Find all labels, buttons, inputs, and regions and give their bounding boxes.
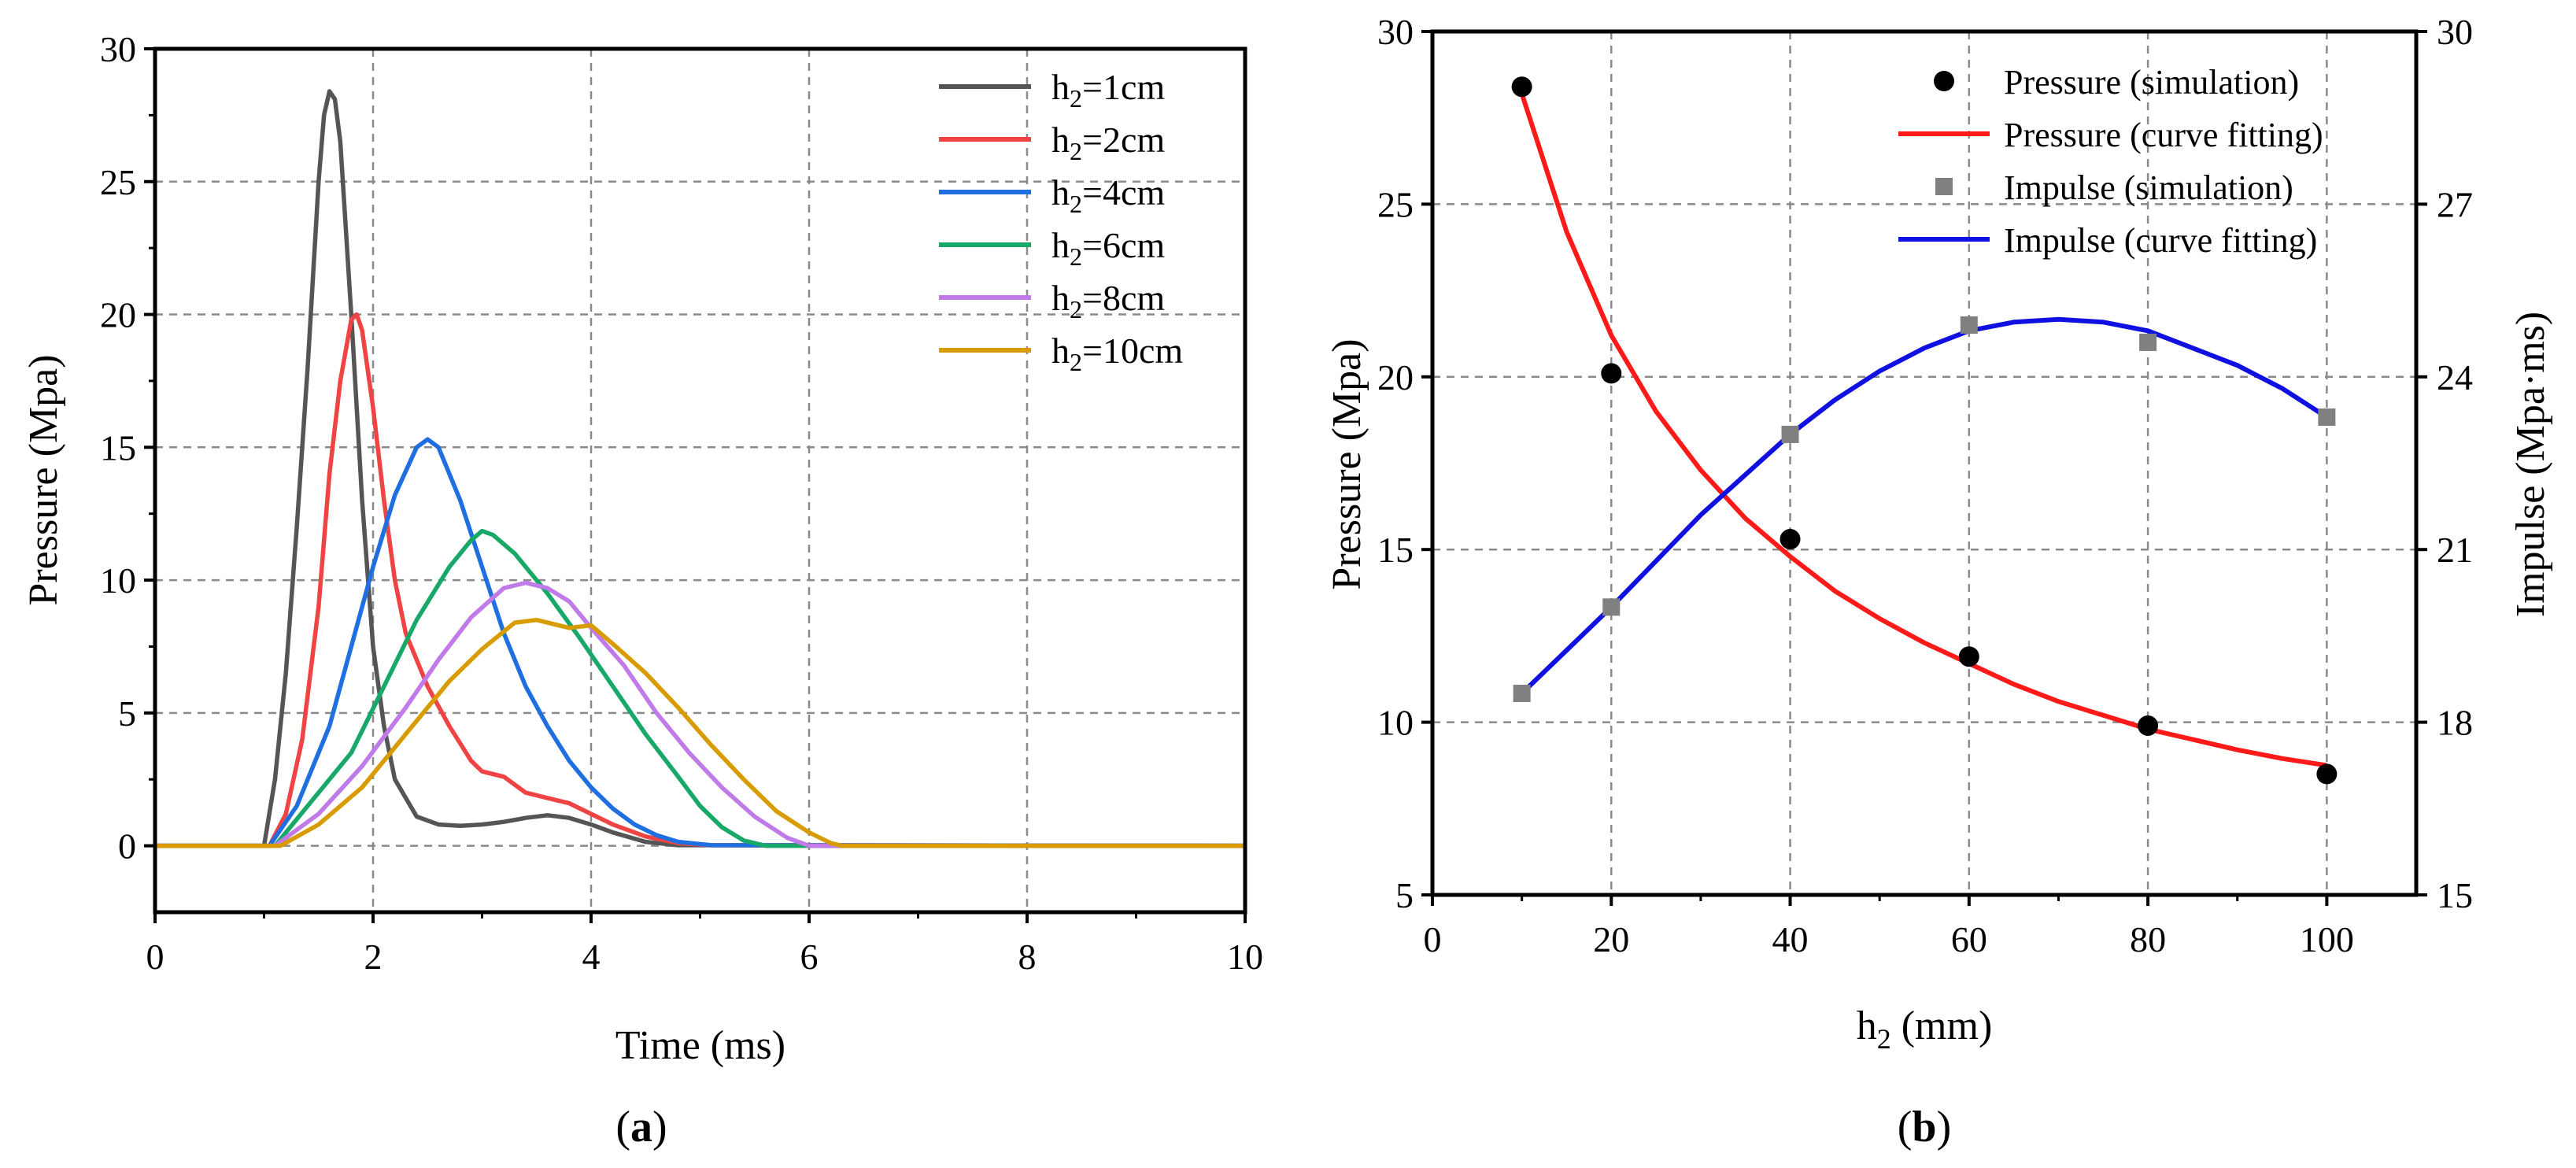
panel-a-y-axis-label: Pressure (Mpa): [21, 354, 66, 605]
panel-b-legend-label: Pressure (simulation): [2004, 63, 2299, 102]
pressure-simulation-point: [1601, 363, 1622, 384]
pressure-simulation-point: [2316, 763, 2338, 785]
panel-b-x-axis-label: h2 (mm): [1857, 1004, 1993, 1055]
panel-b-x-tick-label: 80: [2130, 919, 2166, 959]
panel-b-y2-axis-label: Impulse (Mpa·ms): [2508, 312, 2553, 617]
pressure-simulation-point: [1780, 529, 1801, 550]
panel-b-y2-tick-label: 15: [2437, 875, 2473, 915]
panel-a-x-tick-label: 0: [146, 937, 164, 977]
panel-a-y-tick-label: 10: [100, 560, 136, 601]
panel-b-chart: 0 20 40 60 80 100 5 10 15 20 25 30 15 18 21 24 27 30 Pres…: [1325, 12, 2553, 1151]
panel-b-legend-label: Pressure (curve fitting): [2004, 116, 2323, 154]
panel-a-series-line: [155, 312, 1246, 848]
panel-a-series-line: [155, 528, 1245, 848]
panel-b-y-tick-label: 10: [1377, 703, 1414, 743]
impulse-simulation-point: [1781, 425, 1799, 443]
panel-b-y2-tick-label: 21: [2437, 530, 2473, 570]
panel-b-x-tick-label: 0: [1424, 919, 1442, 959]
panel-a-y-tick-label: 30: [100, 29, 136, 69]
panel-b-plot-frame: [1430, 29, 2419, 897]
panel-a-legend-label: h2=8cm: [1051, 278, 1165, 323]
panel-b-y-tick-label: 15: [1377, 530, 1414, 570]
panel-a-series-line: [155, 437, 1246, 848]
panel-a-label: (a): [615, 1103, 667, 1151]
panel-b-y-tick-label: 25: [1377, 184, 1414, 224]
panel-a-y-tick-label: 20: [100, 295, 136, 335]
panel-b-ticks: 0 20 40 60 80 100 5 10 15 20 25 30 15 18 21 24 27 30: [1377, 12, 2473, 959]
panel-b-series: [1511, 76, 2338, 785]
panel-a-x-tick-label: 2: [364, 937, 383, 977]
panel-a-series-line: [155, 580, 1245, 848]
panel-a-legend-label: h2=1cm: [1051, 67, 1165, 113]
panel-a-series-line: [155, 89, 1246, 848]
panel-a-ticks: 0 2 4 6 8 10 0 5 10 15 20 25 30: [100, 29, 1263, 977]
panel-a-legend-label: h2=4cm: [1051, 172, 1165, 218]
panel-a-series-line: [155, 617, 1245, 848]
panel-a-legend-label: h2=6cm: [1051, 225, 1165, 271]
panel-a-x-axis-label: Time (ms): [615, 1023, 785, 1068]
panel-b-y2-tick-label: 27: [2437, 184, 2473, 224]
panel-a-series: [155, 89, 1246, 848]
panel-b-legend-marker: [1935, 178, 1953, 195]
panel-a-x-tick-label: 10: [1227, 937, 1263, 977]
impulse-simulation-point: [2139, 333, 2157, 351]
impulse-simulation-point: [2318, 408, 2336, 426]
panel-b-grid: [1432, 31, 2416, 895]
panel-b-label: (b): [1898, 1103, 1951, 1151]
panel-b-y-tick-label: 20: [1377, 357, 1414, 397]
panel-b-y2-tick-label: 30: [2437, 12, 2473, 52]
pressure-fit-line: [1519, 93, 2327, 768]
panel-b-y2-tick-label: 18: [2437, 703, 2473, 743]
panel-a-y-tick-label: 25: [100, 162, 136, 202]
panel-a-y-tick-label: 5: [118, 693, 136, 734]
impulse-simulation-point: [1602, 598, 1621, 616]
panel-b-y-tick-label: 5: [1395, 875, 1414, 915]
panel-a-x-tick-label: 4: [582, 937, 601, 977]
impulse-simulation-point: [1513, 685, 1531, 703]
panel-a-legend: h2=1cm h2=2cm h2=4cm h2=6cm h2=8cm h2=10cm: [939, 67, 1183, 376]
pressure-simulation-point: [2138, 715, 2159, 736]
panel-b-legend: Pressure (simulation) Pressure (curve fit…: [1898, 63, 2323, 260]
pressure-simulation-point: [1511, 76, 1532, 98]
impulse-simulation-point: [1960, 316, 1978, 334]
panel-b-y-tick-label: 30: [1377, 12, 1414, 52]
panel-a-y-tick-label: 15: [100, 427, 136, 468]
panel-b-legend-label: Impulse (simulation): [2004, 168, 2293, 207]
panel-b-y-axis-label: Pressure (Mpa): [1325, 338, 1369, 590]
panel-b-legend-label: Impulse (curve fitting): [2004, 221, 2317, 260]
panel-b-legend-marker: [1934, 71, 1954, 91]
panel-a-legend-label: h2=2cm: [1051, 120, 1165, 165]
panel-a-x-tick-label: 8: [1018, 937, 1037, 977]
panel-b-x-tick-label: 100: [2300, 919, 2354, 959]
panel-b-x-tick-label: 40: [1772, 919, 1809, 959]
pressure-simulation-point: [1958, 646, 1979, 667]
panel-b-x-tick-label: 60: [1951, 919, 1987, 959]
panel-b-y2-tick-label: 24: [2437, 357, 2473, 397]
panel-a-x-tick-label: 6: [800, 937, 819, 977]
panel-b-x-tick-label: 20: [1593, 919, 1629, 959]
panel-a-y-tick-label: 0: [118, 826, 136, 867]
impulse-fit-line: [1520, 316, 2329, 696]
panel-a-legend-label: h2=10cm: [1051, 331, 1183, 376]
